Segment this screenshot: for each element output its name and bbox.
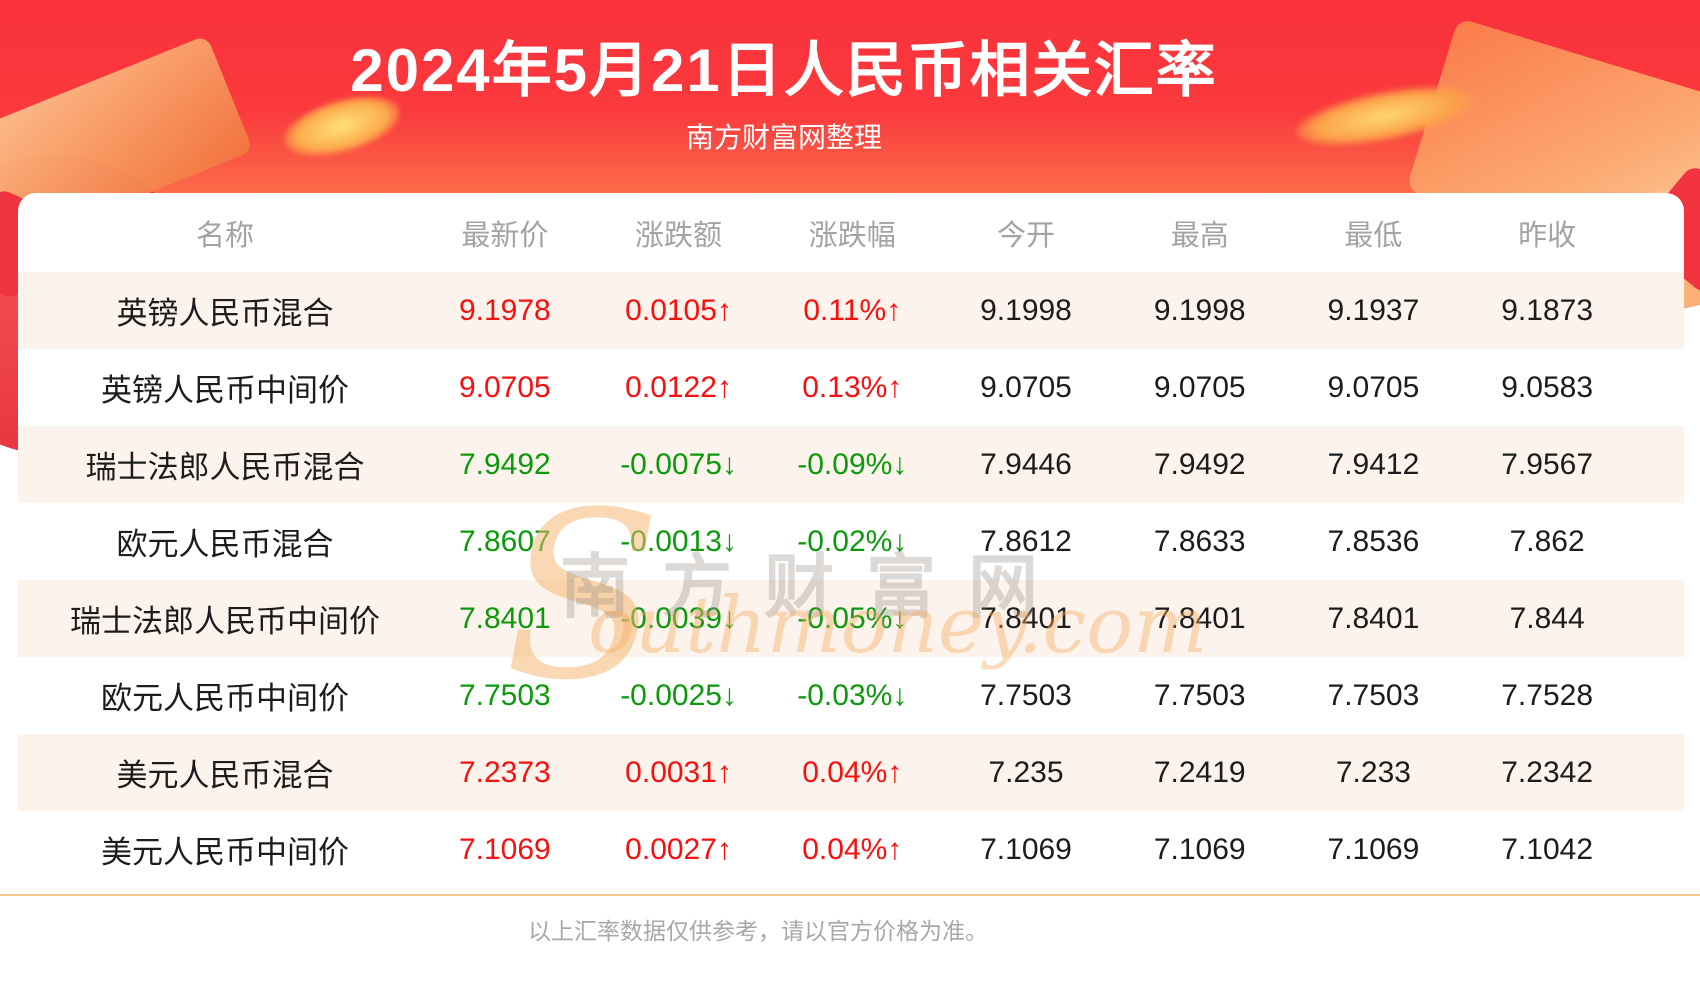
cell-low: 9.1937 (1327, 293, 1420, 327)
page-subtitle: 南方财富网整理 (685, 122, 882, 153)
cell-open: 9.1998 (980, 293, 1072, 327)
cell-name: 瑞士法郎人民币混合 (85, 450, 365, 485)
cell-change: -0.0039↓ (620, 601, 737, 635)
column-header-prev_close: 昨收 (1518, 219, 1577, 252)
cell-prev_close: 7.844 (1509, 601, 1585, 635)
cell-high: 7.8401 (1153, 601, 1246, 635)
cell-prev_close: 7.2342 (1501, 755, 1594, 789)
cell-high: 7.7503 (1153, 678, 1246, 712)
cell-last: 7.9492 (458, 447, 551, 481)
cell-prev_close: 9.0583 (1501, 370, 1594, 404)
cell-prev_close: 7.7528 (1501, 678, 1594, 712)
table-row: 欧元人民币混合 7.8607 -0.0013↓ -0.02%↓ 7.8612 7.8633… (18, 503, 1684, 580)
cell-high: 9.1998 (1153, 293, 1246, 327)
cell-change: 0.0027↑ (625, 832, 732, 866)
cell-open: 7.8612 (980, 524, 1072, 558)
cell-low: 7.9412 (1327, 447, 1420, 481)
cell-change_pct: -0.09%↓ (797, 447, 908, 481)
cell-change: -0.0075↓ (620, 447, 737, 481)
cell-low: 7.8536 (1327, 524, 1420, 558)
column-header-low: 最低 (1344, 219, 1403, 252)
cell-prev_close: 7.9567 (1501, 447, 1594, 481)
cell-change: -0.0013↓ (620, 524, 737, 558)
cell-change_pct: 0.04%↑ (802, 832, 903, 866)
cell-name: 英镑人民币混合 (116, 296, 334, 331)
cell-last: 7.8401 (458, 601, 551, 635)
column-header-name: 名称 (195, 219, 254, 252)
cell-prev_close: 7.1042 (1501, 832, 1594, 866)
cell-last: 9.1978 (458, 293, 551, 327)
cell-change: -0.0025↓ (620, 678, 737, 712)
cell-name: 美元人民币混合 (116, 758, 334, 793)
cell-change_pct: -0.02%↓ (797, 524, 908, 558)
column-header-high: 最高 (1170, 219, 1229, 252)
page-title: 2024年5月21日人民币相关汇率 (350, 37, 1218, 104)
table-row: 英镑人民币混合 9.1978 0.0105↑ 0.11%↑ 9.1998 9.1998 9.… (18, 272, 1684, 349)
cell-last: 7.2373 (458, 755, 551, 789)
cell-high: 7.2419 (1153, 755, 1246, 789)
table-row: 美元人民币中间价 7.1069 0.0027↑ 0.04%↑ 7.1069 7.1069 7… (18, 811, 1684, 888)
cell-low: 7.1069 (1327, 832, 1420, 866)
table-row: 瑞士法郎人民币混合 7.9492 -0.0075↓ -0.09%↓ 7.9446 7.94… (18, 426, 1684, 503)
column-header-change_pct: 涨跌幅 (808, 219, 896, 252)
cell-last: 9.0705 (458, 370, 551, 404)
column-header-last: 最新价 (461, 219, 549, 252)
cell-open: 7.7503 (980, 678, 1072, 712)
cell-prev_close: 9.1873 (1501, 293, 1594, 327)
cell-low: 7.8401 (1327, 601, 1420, 635)
cell-name: 欧元人民币混合 (116, 527, 334, 562)
cell-high: 7.1069 (1153, 832, 1246, 866)
column-header-change: 涨跌额 (635, 219, 723, 252)
cell-change: 0.0031↑ (625, 755, 732, 789)
table-header-row: 名称 最新价 涨跌额 涨跌幅 今开 最高 最低 昨收 (18, 193, 1684, 272)
cell-prev_close: 7.862 (1509, 524, 1585, 558)
footer-divider (0, 894, 1700, 896)
cell-high: 9.0705 (1153, 370, 1246, 404)
table-row: 欧元人民币中间价 7.7503 -0.0025↓ -0.03%↓ 7.7503 7.750… (18, 657, 1684, 734)
cell-change_pct: 0.11%↑ (803, 293, 902, 327)
table-row: 瑞士法郎人民币中间价 7.8401 -0.0039↓ -0.05%↓ 7.8401 7.8… (18, 580, 1684, 657)
cell-low: 7.233 (1335, 755, 1411, 789)
column-header-open: 今开 (996, 219, 1055, 252)
cell-change_pct: 0.13%↑ (802, 370, 903, 404)
cell-open: 7.9446 (980, 447, 1072, 481)
cell-open: 7.1069 (980, 832, 1072, 866)
cell-open: 9.0705 (980, 370, 1072, 404)
table-row: 美元人民币混合 7.2373 0.0031↑ 0.04%↑ 7.235 7.2419 7.2… (18, 734, 1684, 811)
cell-change: 0.0105↑ (625, 293, 732, 327)
cell-change_pct: -0.03%↓ (797, 678, 908, 712)
cell-open: 7.8401 (980, 601, 1072, 635)
cell-high: 7.9492 (1153, 447, 1246, 481)
table-row: 英镑人民币中间价 9.0705 0.0122↑ 0.13%↑ 9.0705 9.0705 9… (18, 349, 1684, 426)
cell-name: 美元人民币中间价 (101, 835, 349, 870)
cell-last: 7.1069 (458, 832, 551, 866)
cell-high: 7.8633 (1153, 524, 1246, 558)
footer-note: 以上汇率数据仅供参考，请以官方价格为准。 (528, 918, 988, 944)
cell-low: 7.7503 (1327, 678, 1420, 712)
cell-name: 欧元人民币中间价 (101, 681, 349, 716)
cell-open: 7.235 (988, 755, 1064, 789)
cell-last: 7.7503 (458, 678, 551, 712)
cell-low: 9.0705 (1327, 370, 1420, 404)
cell-change: 0.0122↑ (625, 370, 732, 404)
cell-change_pct: -0.05%↓ (797, 601, 908, 635)
cell-name: 瑞士法郎人民币中间价 (70, 604, 380, 639)
rates-table-panel: 名称 最新价 涨跌额 涨跌幅 今开 最高 最低 昨收 英镑人民币混合 9.1978 0.0105↑… (18, 193, 1684, 1000)
cell-last: 7.8607 (458, 524, 551, 558)
cell-name: 英镑人民币中间价 (101, 373, 349, 408)
table-body: 英镑人民币混合 9.1978 0.0105↑ 0.11%↑ 9.1998 9.1998 9.… (18, 272, 1684, 888)
cell-change_pct: 0.04%↑ (802, 755, 903, 789)
